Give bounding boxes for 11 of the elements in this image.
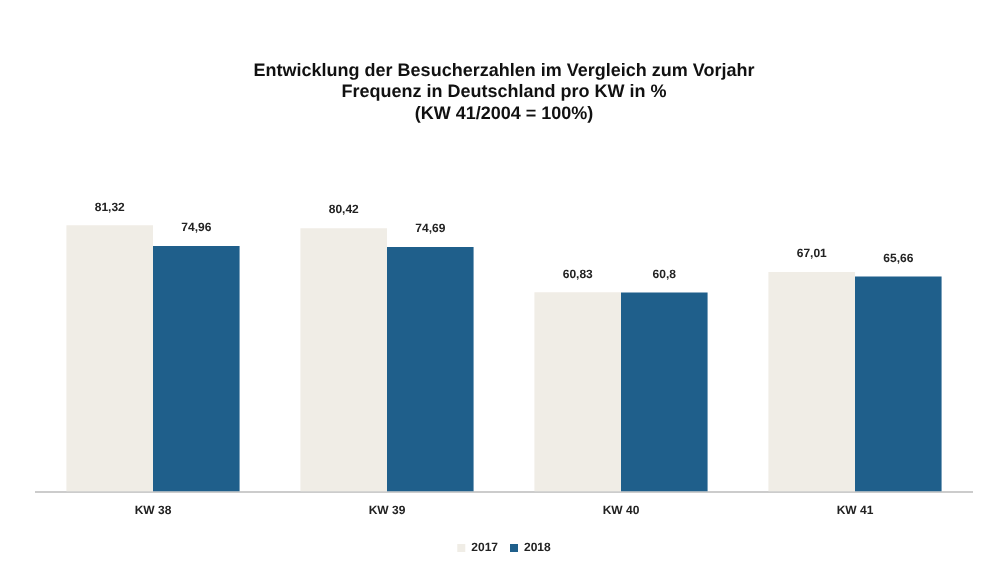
bar (768, 272, 855, 492)
text: Entwicklung der Besucherzahlen im Vergleich zum Vorjahr (253, 59, 755, 80)
bar (300, 228, 387, 492)
text: Frequenz in Deutschland pro KW in % (341, 81, 667, 102)
bar (534, 292, 621, 492)
bar (387, 246, 474, 492)
bar (855, 276, 942, 492)
bar (153, 246, 240, 492)
bar (621, 292, 708, 492)
bar (66, 225, 153, 492)
text: (KW 41/2004 = 100%) (414, 102, 594, 123)
